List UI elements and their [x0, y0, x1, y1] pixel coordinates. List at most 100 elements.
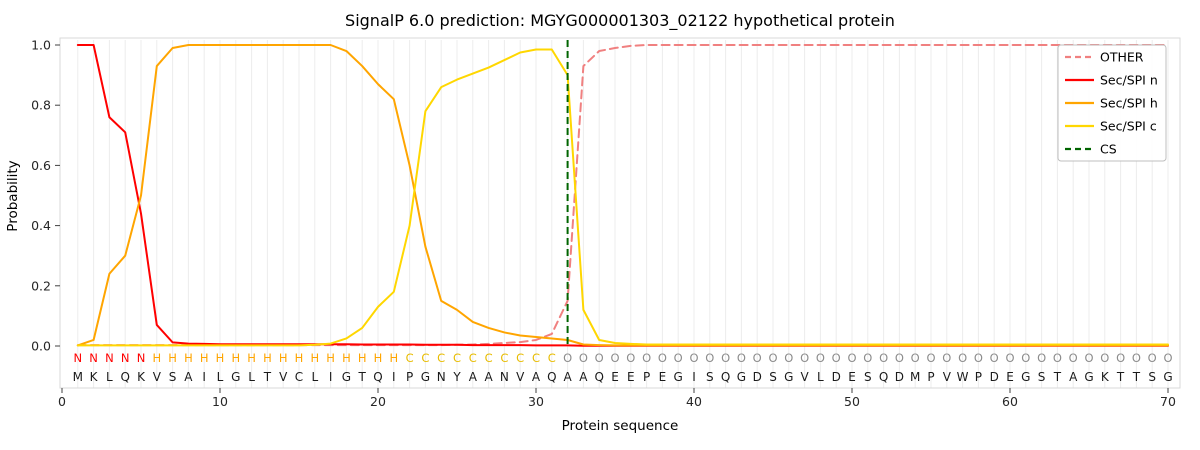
region-label: C — [469, 351, 477, 365]
x-tick-label: 30 — [528, 394, 544, 409]
region-label: O — [642, 351, 651, 365]
sequence-letter: V — [943, 370, 952, 384]
sequence-letter: I — [202, 370, 206, 384]
sequence-letter: I — [392, 370, 396, 384]
sequence-letter: L — [106, 370, 113, 384]
region-label: O — [784, 351, 793, 365]
sequence-letter: P — [643, 370, 650, 384]
sequence-letter: K — [1101, 370, 1110, 384]
sequence-letter: L — [217, 370, 224, 384]
region-label: C — [548, 351, 556, 365]
sequence-letter: A — [484, 370, 493, 384]
sequence-letter: S — [169, 370, 177, 384]
region-label: O — [1084, 351, 1093, 365]
region-label: O — [879, 351, 888, 365]
region-label: H — [216, 351, 225, 365]
sequence-letter: A — [532, 370, 541, 384]
region-label: O — [1132, 351, 1141, 365]
sequence-letter: P — [927, 370, 934, 384]
plot-frame — [59, 37, 1181, 389]
sequence-letter: Q — [594, 370, 603, 384]
sequence-letter: T — [358, 370, 367, 384]
sequence-letter: G — [1021, 370, 1030, 384]
sequence-letter: E — [611, 370, 619, 384]
sequence-letter: V — [153, 370, 162, 384]
region-label: O — [974, 351, 983, 365]
sequence-letter: D — [990, 370, 999, 384]
x-tick-label: 0 — [58, 394, 66, 409]
region-label: N — [73, 351, 82, 365]
sequence-letter: I — [692, 370, 696, 384]
region-label: C — [516, 351, 524, 365]
region-label: N — [89, 351, 98, 365]
sequence-letter: K — [137, 370, 146, 384]
sequence-letter: I — [329, 370, 333, 384]
sequence-letter: G — [737, 370, 746, 384]
region-label: O — [626, 351, 635, 365]
x-tick-label: 20 — [370, 394, 386, 409]
region-label: O — [1005, 351, 1014, 365]
sequence-letter: G — [342, 370, 351, 384]
plot-area: NMNKNLNQNKHVHSHAHIHLHGHLHTHVHCHLHIHGHTHQ… — [31, 37, 1181, 409]
sequence-letter: A — [563, 370, 572, 384]
x-tick-label: 60 — [1002, 394, 1018, 409]
region-label: H — [389, 351, 398, 365]
region-label: O — [1148, 351, 1157, 365]
region-label: H — [184, 351, 193, 365]
region-label: O — [926, 351, 935, 365]
sequence-letter: E — [848, 370, 856, 384]
region-label: H — [247, 351, 256, 365]
region-label: N — [137, 351, 146, 365]
sequence-letter: V — [279, 370, 288, 384]
region-label: C — [421, 351, 429, 365]
sequence-letter: V — [800, 370, 809, 384]
y-tick-label: 1.0 — [31, 38, 51, 53]
region-label: O — [705, 351, 714, 365]
legend-label: Sec/SPI c — [1100, 119, 1157, 134]
region-label: O — [721, 351, 730, 365]
region-label: O — [911, 351, 920, 365]
region-label: H — [279, 351, 288, 365]
sequence-letter: G — [1084, 370, 1093, 384]
sequence-letter: P — [975, 370, 982, 384]
region-label: O — [863, 351, 872, 365]
sequence-letter: D — [895, 370, 904, 384]
sequence-letter: A — [1069, 370, 1078, 384]
x-tick-label: 40 — [686, 394, 702, 409]
sequence-letter: N — [437, 370, 446, 384]
region-label: C — [485, 351, 493, 365]
y-tick-label: 0.4 — [31, 218, 51, 233]
legend-label: OTHER — [1100, 50, 1144, 65]
region-label: O — [1021, 351, 1030, 365]
region-label: O — [895, 351, 904, 365]
region-label: C — [532, 351, 540, 365]
sequence-letter: Q — [721, 370, 730, 384]
sequence-letter: D — [832, 370, 841, 384]
series-sec-spi-c — [76, 48, 1169, 347]
region-label: O — [990, 351, 999, 365]
region-label: H — [168, 351, 177, 365]
region-label: H — [310, 351, 319, 365]
sequence-letter: S — [706, 370, 714, 384]
region-label: C — [453, 351, 461, 365]
y-tick-label: 0.0 — [31, 339, 51, 354]
region-label: O — [737, 351, 746, 365]
sequence-letter: Q — [879, 370, 888, 384]
sequence-letter: D — [753, 370, 762, 384]
sequence-letter: G — [1163, 370, 1172, 384]
region-label: O — [958, 351, 967, 365]
region-label: H — [326, 351, 335, 365]
sequence-letter: L — [248, 370, 255, 384]
sequence-letter: N — [500, 370, 509, 384]
sequence-letter: C — [295, 370, 303, 384]
region-label: N — [105, 351, 114, 365]
sequence-letter: L — [817, 370, 824, 384]
region-label: H — [342, 351, 351, 365]
sequence-letter: Q — [373, 370, 382, 384]
region-label: O — [1163, 351, 1172, 365]
legend-label: Sec/SPI n — [1100, 73, 1158, 88]
sequence-letter: G — [784, 370, 793, 384]
x-axis-label: Protein sequence — [562, 418, 679, 434]
